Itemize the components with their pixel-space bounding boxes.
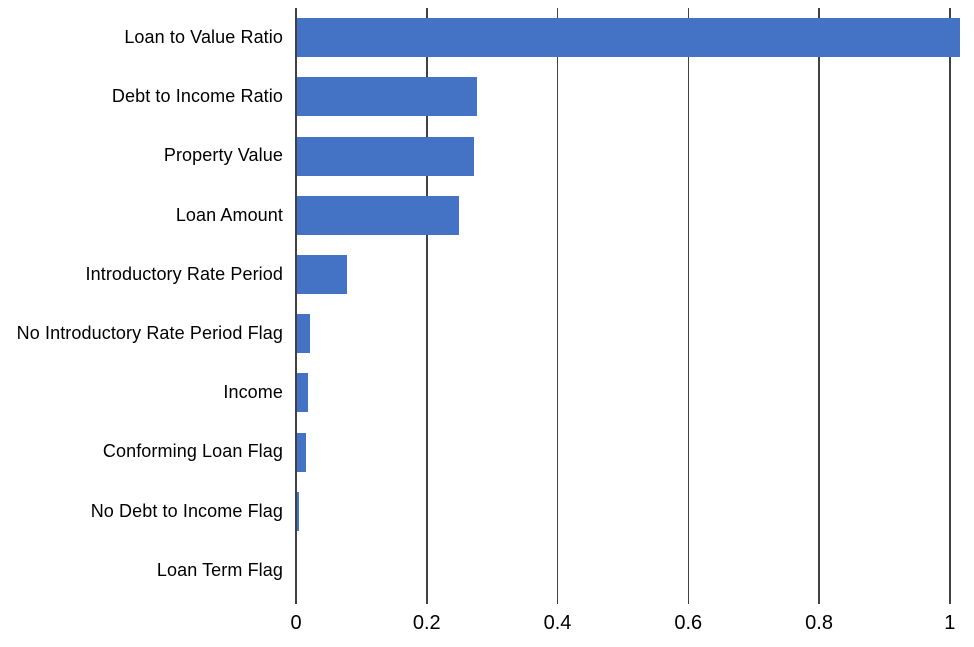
category-label-no-introductory-rate-period-flag: No Introductory Rate Period Flag bbox=[16, 323, 283, 344]
gridline-1 bbox=[949, 8, 951, 604]
category-label-loan-term-flag: Loan Term Flag bbox=[156, 559, 283, 580]
category-label-income: Income bbox=[223, 382, 283, 403]
gridline-0.4 bbox=[556, 8, 559, 604]
bar-loan-amount bbox=[296, 195, 459, 235]
bar-conforming-loan-flag bbox=[296, 432, 306, 472]
gridline-0 bbox=[295, 8, 297, 604]
category-label-no-debt-to-income-flag: No Debt to Income Flag bbox=[90, 500, 283, 521]
xtick-label-1: 1 bbox=[944, 612, 956, 634]
xtick-label-0.6: 0.6 bbox=[674, 612, 703, 634]
xtick-label-0.2: 0.2 bbox=[412, 612, 441, 634]
bar-debt-to-income-ratio bbox=[296, 77, 478, 117]
gridline-0.8 bbox=[818, 8, 820, 604]
category-label-introductory-rate-period: Introductory Rate Period bbox=[85, 263, 283, 284]
xtick-label-0.4: 0.4 bbox=[543, 612, 572, 634]
bar-loan-to-value-ratio bbox=[296, 18, 960, 58]
bar-introductory-rate-period bbox=[296, 254, 347, 294]
xtick-label-0: 0 bbox=[290, 612, 302, 634]
category-label-loan-to-value-ratio: Loan to Value Ratio bbox=[124, 27, 283, 48]
xtick-label-0.8: 0.8 bbox=[805, 612, 833, 634]
gridline-0.2 bbox=[426, 8, 428, 604]
bar-no-debt-to-income-flag bbox=[296, 491, 299, 531]
category-label-debt-to-income-ratio: Debt to Income Ratio bbox=[111, 86, 283, 107]
category-label-property-value: Property Value bbox=[163, 145, 283, 166]
category-label-conforming-loan-flag: Conforming Loan Flag bbox=[102, 441, 283, 462]
bar-property-value bbox=[296, 136, 474, 176]
category-label-loan-amount: Loan Amount bbox=[175, 204, 283, 225]
gridline-0.6 bbox=[687, 8, 690, 604]
bar-income bbox=[296, 373, 308, 413]
bar-no-introductory-rate-period-flag bbox=[296, 314, 311, 354]
